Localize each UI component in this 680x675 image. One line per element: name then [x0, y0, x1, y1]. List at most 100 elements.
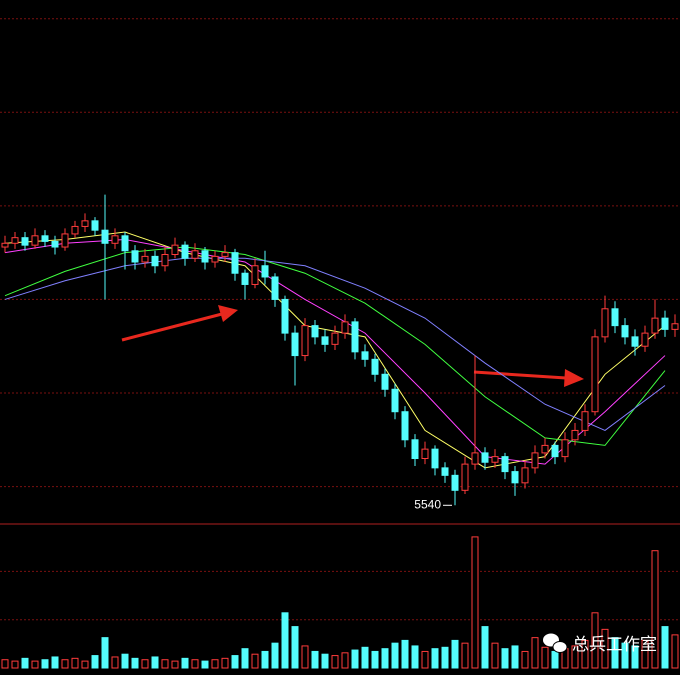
volume-bar: [101, 637, 109, 669]
volume-bar: [661, 626, 669, 669]
volume-bar: [231, 655, 239, 669]
volume-bar: [31, 660, 39, 669]
candle-body: [181, 244, 189, 259]
volume-bar: [61, 659, 69, 669]
candle-body: [281, 298, 289, 334]
candle-body: [131, 250, 139, 263]
candle-body: [521, 467, 529, 484]
volume-bar: [81, 660, 89, 669]
candle-body: [331, 332, 339, 345]
candle-body: [241, 272, 249, 285]
volume-bar: [671, 634, 679, 669]
volume-bar: [191, 659, 199, 669]
candle-body: [471, 452, 479, 465]
candle-body: [301, 325, 309, 357]
candle-body: [351, 321, 359, 353]
volume-bar: [151, 656, 159, 669]
volume-bar: [71, 657, 79, 669]
volume-bar: [131, 657, 139, 669]
volume-bar: [141, 659, 149, 669]
candle-body: [421, 448, 429, 459]
candle-body: [411, 439, 419, 459]
watermark-icon: [543, 633, 568, 653]
candle-body: [91, 220, 99, 231]
volume-bar: [641, 639, 649, 669]
volume-bar: [421, 650, 429, 669]
volume-bar: [21, 657, 29, 669]
ma-line: [4, 246, 666, 446]
volume-bar: [171, 660, 179, 669]
volume-bar: [501, 648, 509, 669]
candle-body: [161, 254, 169, 267]
volume-bar: [531, 637, 539, 669]
candle-body: [581, 411, 589, 431]
volume-bar: [391, 642, 399, 669]
candle-body: [621, 325, 629, 338]
candle-body: [451, 474, 459, 491]
volume-bar: [161, 659, 169, 669]
ma-line: [4, 239, 666, 465]
volume-bar: [471, 536, 479, 669]
candle-body: [531, 452, 539, 469]
volume-bar: [291, 626, 299, 669]
candle-body: [51, 240, 59, 248]
candle-body: [671, 323, 679, 330]
volume-bar: [211, 659, 219, 669]
candle-body: [171, 244, 179, 256]
volume-bar: [511, 645, 519, 669]
candle-body: [221, 252, 229, 257]
candle-body: [251, 265, 259, 285]
volume-bar: [431, 648, 439, 669]
candle-body: [101, 229, 109, 244]
candle-body: [641, 332, 649, 347]
candle-body: [111, 235, 119, 244]
candle-body: [661, 317, 669, 330]
candle-body: [481, 452, 489, 463]
candle-body: [631, 336, 639, 347]
candle-body: [571, 429, 579, 441]
candle-body: [311, 325, 319, 338]
candle-body: [201, 250, 209, 263]
volume-bar: [261, 650, 269, 669]
volume-bar: [91, 655, 99, 669]
volume-bar: [441, 646, 449, 669]
candle-body: [511, 471, 519, 484]
volume-bar: [581, 639, 589, 669]
candle-body: [611, 308, 619, 327]
volume-bar: [51, 656, 59, 669]
volume-bar: [181, 657, 189, 669]
candle-body: [191, 250, 199, 259]
candle-body: [11, 237, 19, 244]
volume-bar: [321, 653, 329, 669]
candle-body: [151, 255, 159, 267]
volume-bar: [341, 652, 349, 669]
volume-bar: [591, 612, 599, 669]
candle-body: [211, 255, 219, 263]
volume-bar: [451, 639, 459, 669]
candle-body: [491, 456, 499, 463]
volume-bar: [121, 653, 129, 669]
candle-body: [431, 448, 439, 469]
candle-body: [561, 439, 569, 458]
candle-body: [461, 463, 469, 491]
volume-bar: [311, 650, 319, 669]
volume-bar: [241, 648, 249, 669]
volume-bar: [621, 642, 629, 669]
candle-body: [81, 220, 89, 227]
volume-bar: [411, 645, 419, 669]
volume-bar: [251, 653, 259, 669]
ma-line: [4, 257, 666, 432]
volume-bar: [611, 637, 619, 669]
volume-bar: [551, 650, 559, 669]
volume-bar: [601, 628, 609, 669]
candle-body: [61, 233, 69, 248]
candle-body: [361, 351, 369, 360]
volume-bar: [221, 657, 229, 669]
candle-body: [321, 336, 329, 345]
volume-bar: [111, 656, 119, 669]
volume-bar: [331, 655, 339, 669]
candle-body: [651, 317, 659, 334]
arrow: [121, 305, 584, 387]
volume-bar: [1, 659, 9, 669]
